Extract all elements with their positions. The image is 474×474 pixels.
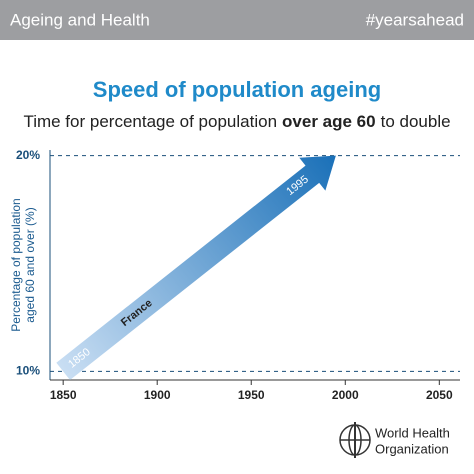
x-tick-label: 1850 xyxy=(50,388,77,402)
header-bar xyxy=(0,0,474,40)
header-left: Ageing and Health xyxy=(10,10,150,29)
y-axis-title-line: Percentage of population xyxy=(9,198,23,331)
chart-title: Speed of population ageing xyxy=(93,77,381,102)
logo-text: World Health xyxy=(375,425,450,440)
arrow xyxy=(56,155,336,380)
y-tick-label: 20% xyxy=(16,148,40,162)
y-tick-label: 10% xyxy=(16,364,40,378)
x-tick-label: 1950 xyxy=(238,388,265,402)
x-tick-label: 2050 xyxy=(426,388,453,402)
y-axis-title: Percentage of populationaged 60 and over… xyxy=(9,198,37,331)
chart-subtitle: Time for percentage of population over ag… xyxy=(23,112,450,131)
subtitle-bold: over age 60 xyxy=(282,112,376,131)
who-emblem xyxy=(339,422,371,458)
y-axis-title-line: aged 60 and over (%) xyxy=(23,207,37,322)
header-right: #yearsahead xyxy=(366,10,464,29)
x-tick-label: 2000 xyxy=(332,388,359,402)
logo-text: Organization xyxy=(375,441,449,456)
subtitle-part: Time for percentage of population xyxy=(23,112,277,131)
x-tick-label: 1900 xyxy=(144,388,171,402)
subtitle-part: to double xyxy=(381,112,451,131)
